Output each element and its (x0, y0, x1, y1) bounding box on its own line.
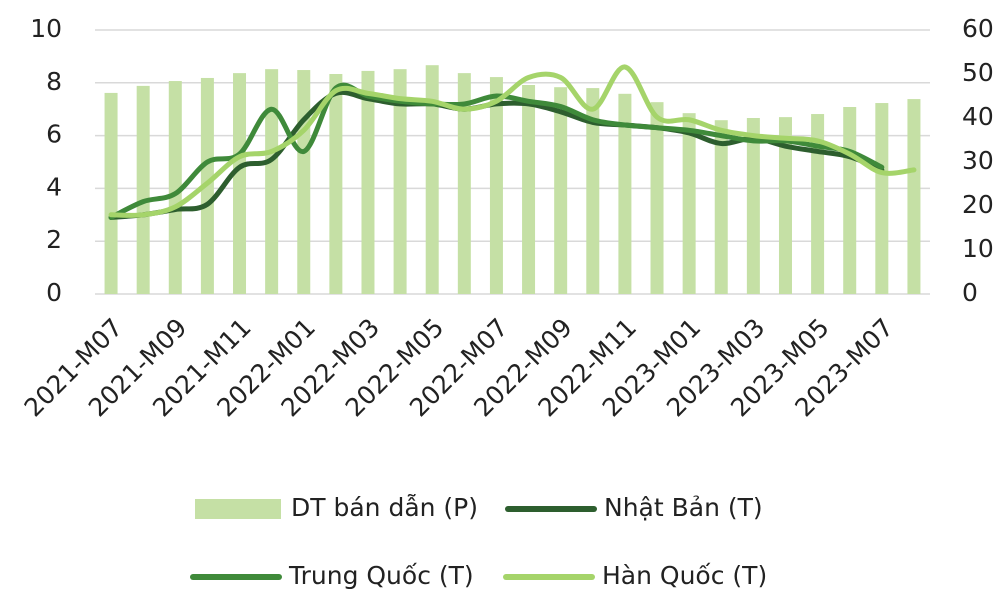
bar (875, 103, 889, 294)
bar (778, 117, 792, 295)
y2-tick-label: 40 (962, 102, 994, 131)
y2-tick-label: 20 (962, 190, 994, 219)
bar (265, 69, 279, 294)
legend-label: Hàn Quốc (T) (602, 561, 767, 590)
bar (843, 107, 857, 294)
bar (329, 74, 343, 294)
bar (746, 118, 760, 294)
bar (907, 99, 921, 294)
y2-tick-label: 0 (962, 278, 978, 307)
y2-tick-label: 50 (962, 58, 994, 87)
bar (618, 93, 632, 294)
bar (522, 85, 536, 294)
bar (811, 114, 825, 294)
y-tick-label: 0 (46, 278, 62, 307)
bar (393, 69, 407, 294)
bar (650, 102, 664, 294)
y2-tick-label: 10 (962, 234, 994, 263)
y-tick-label: 8 (46, 67, 62, 96)
bar (168, 81, 182, 294)
bar (586, 88, 600, 294)
y-tick-label: 10 (30, 14, 62, 43)
bar (425, 65, 439, 294)
bar (297, 70, 311, 294)
y-tick-label: 2 (46, 225, 62, 254)
bar (136, 85, 150, 294)
y-tick-label: 4 (46, 172, 62, 201)
bar (714, 120, 728, 294)
bar (457, 73, 471, 295)
legend-label: Nhật Bản (T) (604, 493, 763, 522)
line (108, 64, 917, 218)
y2-tick-label: 60 (962, 14, 994, 43)
bar (554, 87, 568, 294)
y-tick-label: 6 (46, 120, 62, 149)
bar (233, 73, 247, 295)
bar (682, 113, 696, 294)
bar (489, 77, 503, 294)
legend-swatch (195, 499, 281, 519)
legend-label: Trung Quốc (T) (288, 561, 474, 590)
legend-label: DT bán dẫn (P) (291, 493, 478, 522)
bar (104, 92, 118, 294)
y2-tick-label: 30 (962, 146, 994, 175)
bar (361, 70, 375, 294)
